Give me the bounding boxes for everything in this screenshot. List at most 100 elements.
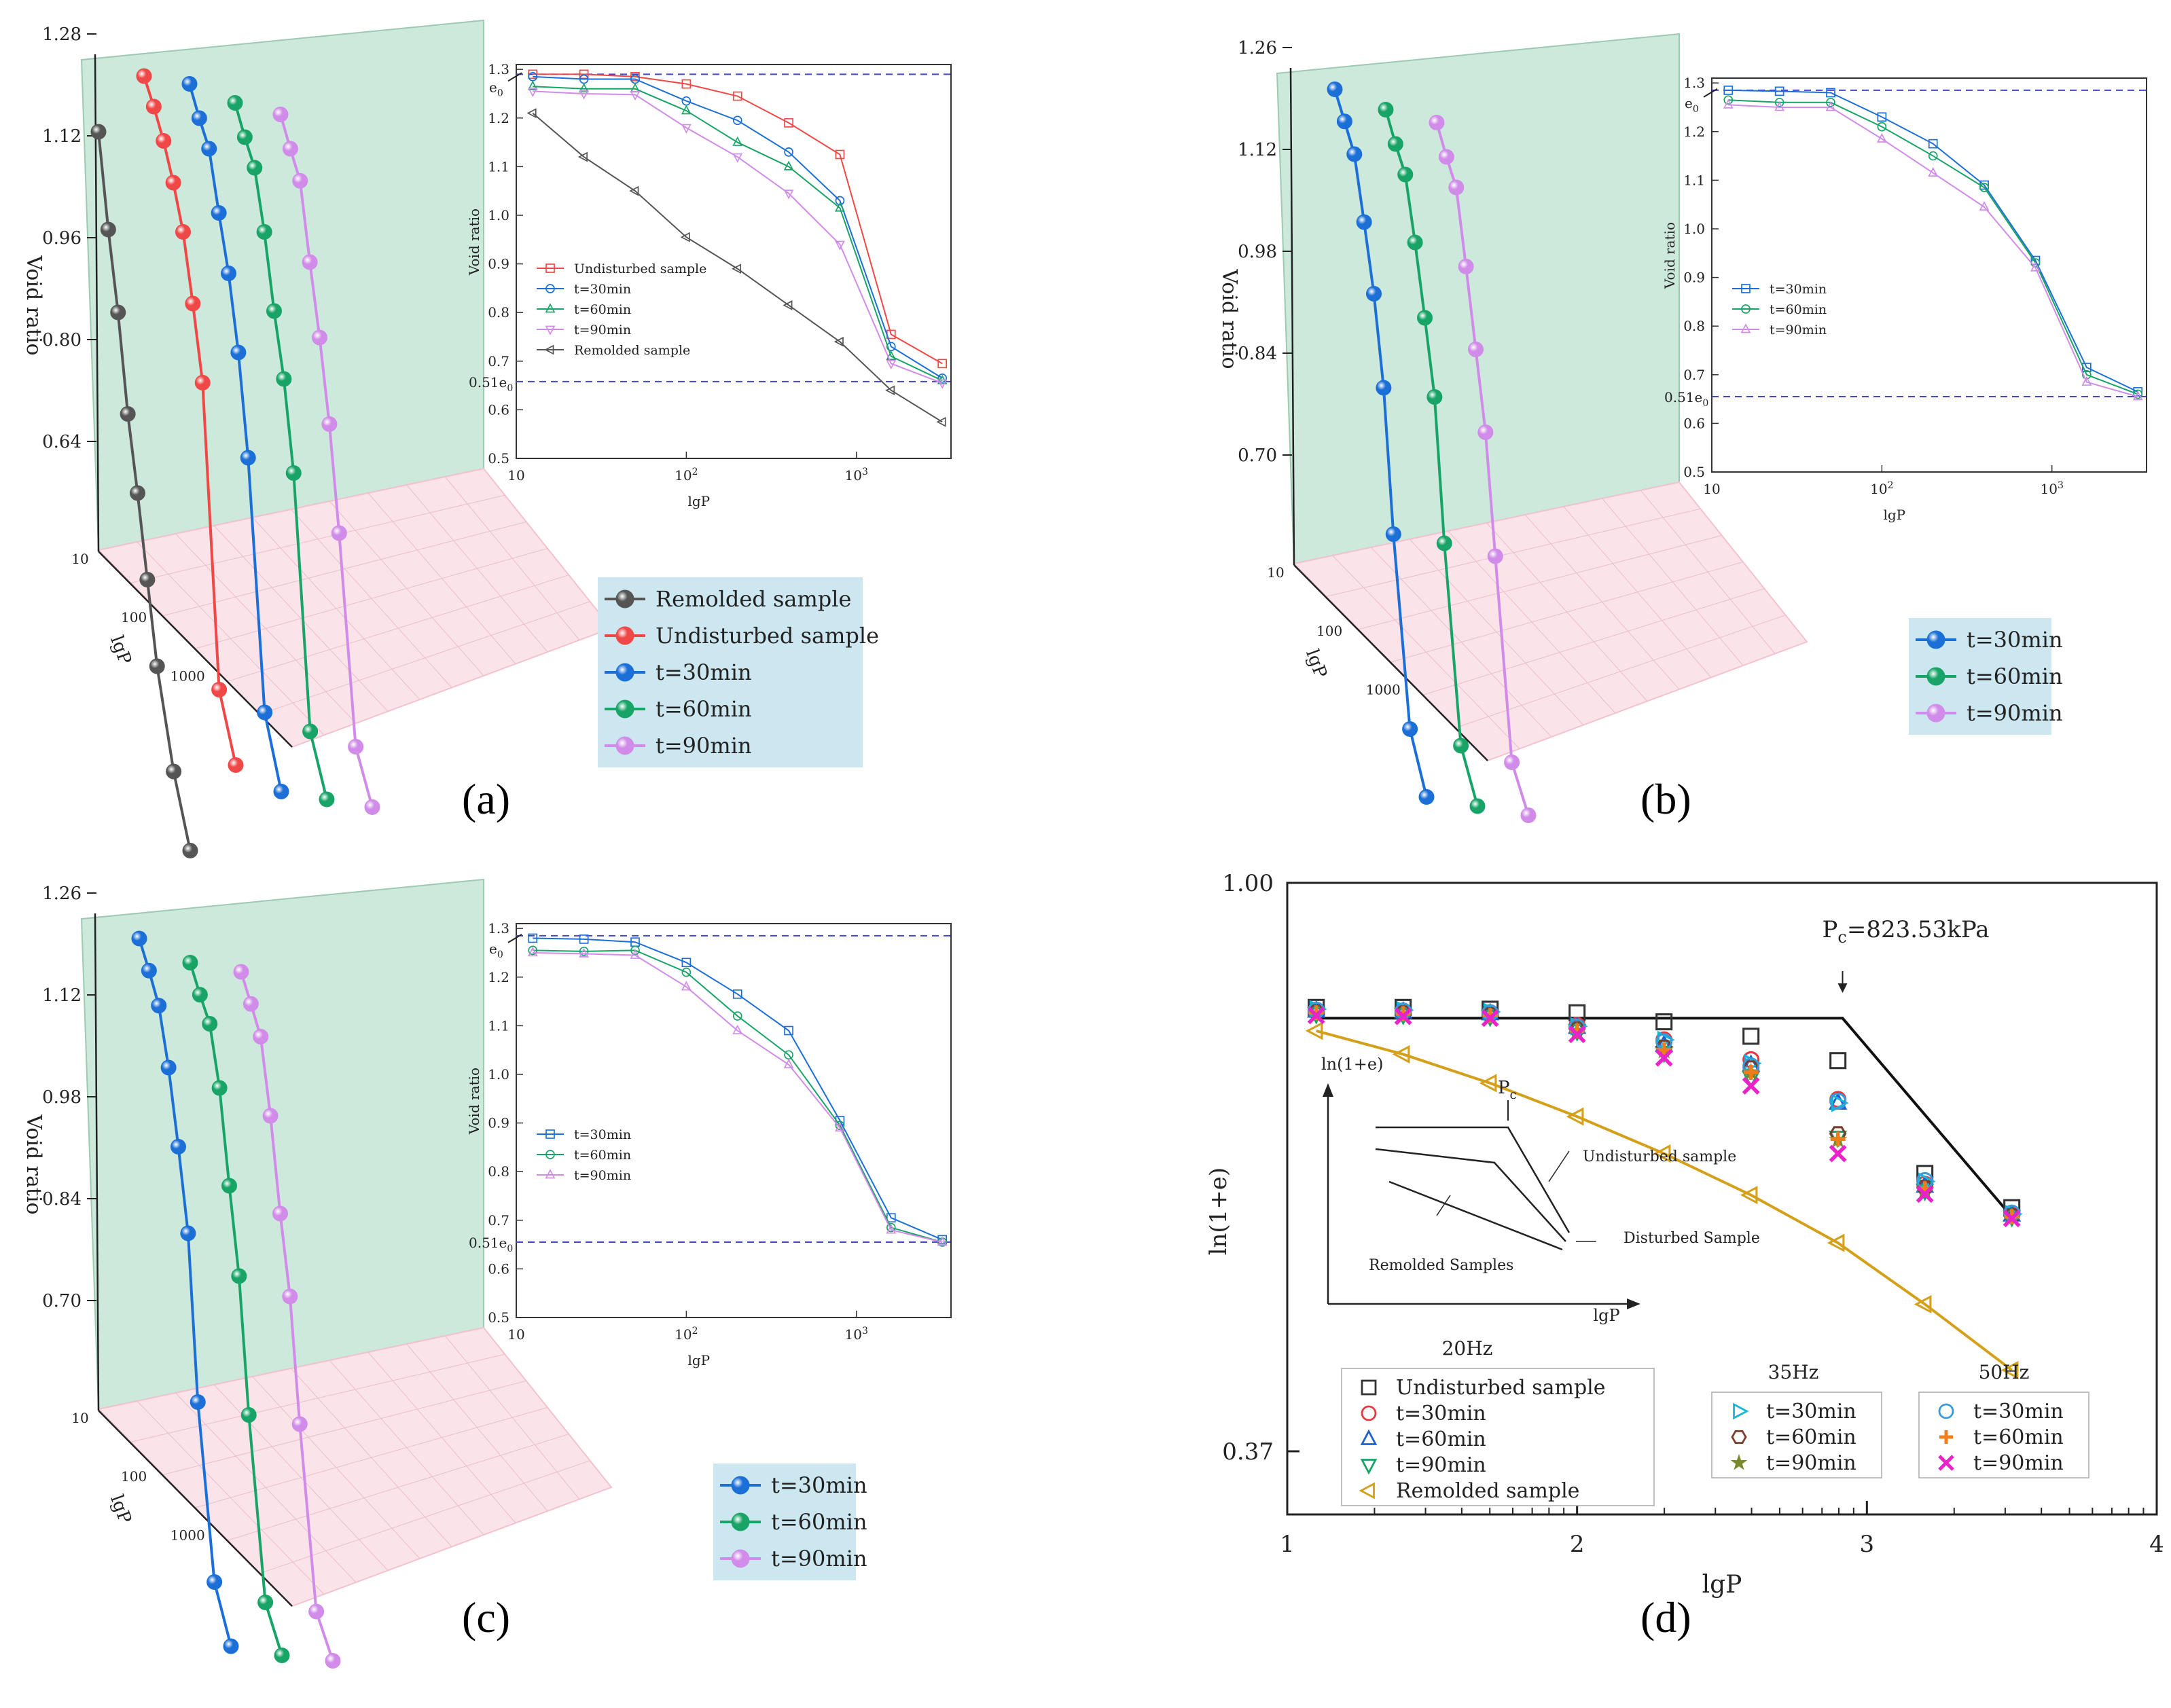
series-point bbox=[201, 141, 217, 157]
series-point bbox=[257, 1595, 274, 1610]
inset-series-point bbox=[579, 83, 590, 93]
series-point bbox=[120, 406, 136, 422]
inset-y-tick-label: 0.5 bbox=[488, 450, 509, 467]
y-tick-label: 0.64 bbox=[42, 432, 82, 452]
inset-series-point bbox=[1774, 86, 1784, 96]
inset-series-point bbox=[886, 1224, 897, 1234]
legend-marker bbox=[1361, 1405, 1377, 1421]
series-point bbox=[191, 110, 207, 126]
floor-grid bbox=[195, 1407, 548, 1508]
y-tick-label: 0.96 bbox=[42, 228, 82, 249]
inset-series-line bbox=[533, 90, 943, 384]
inset-legend-marker bbox=[545, 303, 556, 313]
series-point bbox=[1453, 738, 1469, 754]
series-point bbox=[262, 1108, 279, 1124]
series-point bbox=[1387, 136, 1403, 152]
inset-legend-label: t=30min bbox=[574, 1127, 631, 1142]
series-point bbox=[240, 1407, 257, 1423]
series-point bbox=[1376, 380, 1392, 396]
floor-grid bbox=[227, 1434, 569, 1541]
inset-series-point bbox=[2132, 390, 2143, 401]
inset-series-line bbox=[533, 73, 943, 365]
series-point bbox=[1448, 179, 1465, 196]
inset-plot: 0.5 0.6 0.7 0.8 0.9 1.0 1.1 1.2 1.3 10 102 103 lgP Vo… bbox=[1662, 75, 2147, 523]
inset-x-tick-label: 10 bbox=[507, 1326, 524, 1343]
legend-label: t=60min bbox=[656, 696, 752, 722]
floor-grid bbox=[1326, 508, 1701, 597]
inset-legend-label: t=30min bbox=[574, 282, 631, 297]
y-tick-label: 1.00 bbox=[1222, 870, 1274, 897]
inset-series-point bbox=[835, 202, 845, 212]
inset-y-tick-label: 0.6 bbox=[488, 1260, 509, 1277]
scatter-point-9 bbox=[1743, 1065, 1759, 1080]
legend-label: t=90min bbox=[1396, 1453, 1486, 1477]
y-tick-label: 0.98 bbox=[42, 1087, 82, 1108]
inset-series-point bbox=[1723, 98, 1734, 109]
legend-marker bbox=[1360, 1429, 1378, 1445]
panel-label-d: (d) bbox=[1640, 1593, 1691, 1641]
series-point bbox=[160, 1059, 177, 1076]
inset-series-point bbox=[937, 1235, 948, 1245]
depth-tick-label: 10 bbox=[71, 1410, 88, 1426]
inset-series-point bbox=[885, 385, 895, 396]
inset-series-point bbox=[833, 336, 844, 347]
inset-series-point bbox=[579, 934, 589, 944]
inset-legend-marker bbox=[545, 1169, 556, 1179]
back-wall bbox=[80, 878, 484, 1411]
inset-series-point bbox=[937, 1236, 948, 1246]
series-point bbox=[243, 996, 259, 1012]
series-point bbox=[282, 1288, 298, 1305]
inset-series-line bbox=[533, 86, 943, 382]
series-point bbox=[136, 68, 152, 84]
inset-y-tick-label: 1.1 bbox=[1683, 172, 1705, 188]
schematic-y-arrowhead bbox=[1323, 1083, 1333, 1097]
series-point bbox=[1427, 389, 1443, 405]
floor-grid bbox=[1455, 615, 1786, 729]
y-tick-label: 0.84 bbox=[1238, 344, 1277, 364]
series-point bbox=[1477, 424, 1494, 440]
panel-3d-a: 0.64 0.80 0.96 1.12 1.28 Void ratio 10 100 1000 l… bbox=[22, 19, 952, 858]
legend-marker bbox=[1939, 1430, 1953, 1444]
scatter-point-4 bbox=[1392, 1044, 1410, 1064]
inset-series-point bbox=[732, 264, 742, 274]
y-tick-label: 1.26 bbox=[42, 884, 82, 904]
scatter-point-4 bbox=[1740, 1186, 1758, 1205]
scatter-point-10 bbox=[1394, 1007, 1412, 1025]
schematic-y-label: ln(1+e) bbox=[1321, 1055, 1383, 1074]
inset-x-axis-title: lgP bbox=[687, 1352, 710, 1368]
inset-series-point bbox=[1877, 112, 1887, 122]
legend-marker bbox=[1359, 1482, 1375, 1500]
inset-y-tick-label: 1.1 bbox=[488, 1017, 509, 1034]
inset-y-axis-title: Void ratio bbox=[466, 208, 482, 276]
x-tick-label: 2 bbox=[1570, 1531, 1585, 1558]
panel-3d-c: 0.70 0.84 0.98 1.12 1.26 Void ratio 10 100 1000 l… bbox=[22, 878, 952, 1669]
series-point bbox=[231, 1268, 247, 1284]
series-point bbox=[256, 224, 272, 240]
floor-grid bbox=[1358, 534, 1722, 630]
series-point bbox=[1438, 149, 1454, 165]
e51-label: 0.51e0 bbox=[469, 374, 513, 394]
scatter-point-4 bbox=[1827, 1233, 1845, 1252]
floor-grid bbox=[1390, 562, 1744, 663]
inset-series-point bbox=[1825, 101, 1836, 111]
scatter-point-10 bbox=[1655, 1049, 1673, 1067]
scatter-point-10 bbox=[2003, 1210, 2021, 1228]
e0-label: e0 bbox=[1685, 95, 1699, 115]
legend-box-20hz bbox=[1341, 1368, 1655, 1506]
inset-frame bbox=[1711, 77, 2147, 473]
inset-legend-label: Remolded sample bbox=[574, 343, 690, 358]
scatter-point-10-b bbox=[1307, 1006, 1325, 1025]
y-tick-label: 1.12 bbox=[1238, 140, 1277, 160]
schematic-undisturbed-line bbox=[1376, 1126, 1571, 1233]
inset-series-point bbox=[732, 1011, 742, 1021]
inset-series-point bbox=[732, 1024, 743, 1034]
scatter-point-10-b bbox=[1829, 1144, 1847, 1163]
series-point bbox=[325, 1653, 341, 1669]
legend-marker bbox=[615, 699, 634, 719]
e0-arrow bbox=[507, 72, 522, 82]
depth-tick-label: 10 bbox=[1267, 564, 1284, 581]
inset-y-tick-label: 0.7 bbox=[1683, 367, 1705, 383]
legend-label: Remolded sample bbox=[656, 586, 851, 612]
inset-y-tick-label: 0.8 bbox=[488, 1163, 509, 1180]
depth-tick-label: 100 bbox=[1316, 623, 1342, 639]
